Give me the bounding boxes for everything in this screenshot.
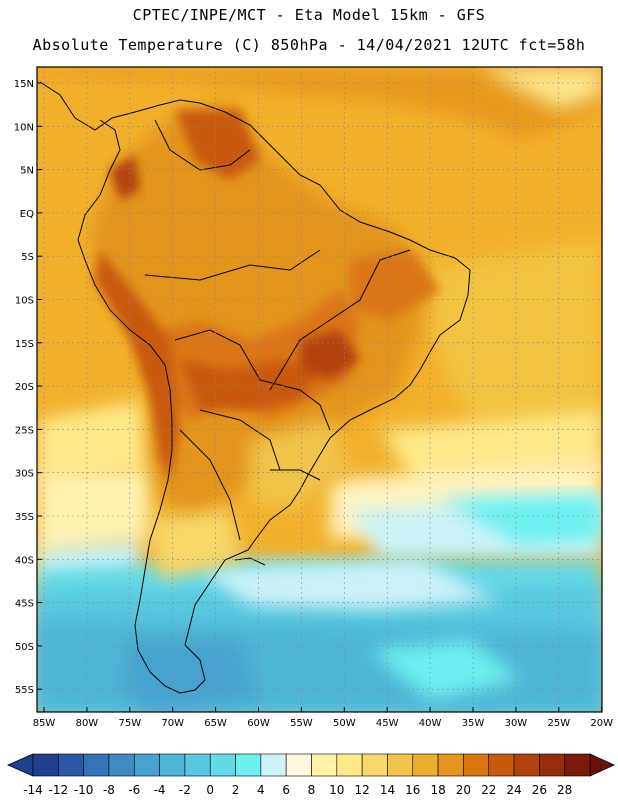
colorbar-swatch [513,753,540,777]
colorbar-swatch [32,753,59,777]
lat-label: 5S [21,252,34,263]
colorbar-min-arrow [7,753,34,777]
colorbar-swatch [184,753,211,777]
lon-label: 30W [505,718,528,729]
colorbar-swatch [311,753,338,777]
lat-label: 40S [15,555,34,566]
colorbar-swatch [361,753,388,777]
colorbar-label: 4 [257,783,265,797]
longitude-labels: 85W 80W 75W 70W 65W 60W 55W 50W 45W 40W 35W 30W 25W 2… [33,707,613,729]
colorbar-label: 0 [206,783,214,797]
title-line-1: CPTEC/INPE/MCT - Eta Model 15km - GFS [132,6,486,24]
colorbar-swatch [58,753,84,777]
colorbar-label: 12 [354,783,369,797]
lat-label: 5N [20,166,34,177]
colorbar-swatch [285,753,312,777]
colorbar-label: 14 [380,783,395,797]
lon-label: 85W [33,718,56,729]
lon-label: 40W [419,718,442,729]
colorbar-label: -14 [23,783,43,797]
colorbar-swatch [539,753,565,777]
lon-label: 45W [376,718,399,729]
lat-label: 35S [15,512,34,523]
colorbar-swatch [336,753,363,777]
latitude-labels: 15N 10N 5N EQ 5S 10S 15S 20S 25S 30S 35S 40S 45S 50S 5… [14,79,42,696]
colorbar-swatch [133,753,160,777]
lon-label: 75W [118,718,141,729]
colorbar-label: -12 [49,783,69,797]
colorbar-swatch [488,753,515,777]
lat-label: 55S [15,685,34,696]
colorbar-swatch [260,753,287,777]
colorbar-swatch [83,753,110,777]
coastline [39,81,471,694]
colorbar-label: -6 [128,783,140,797]
lat-label: 10N [14,122,34,133]
lat-label: EQ [20,209,34,220]
lat-label: 10S [15,296,34,307]
colorbar-label: 6 [282,783,290,797]
colorbar-label: 10 [329,783,344,797]
colorbar-label: 8 [308,783,316,797]
lat-label: 15N [14,79,34,90]
colorbar-label: 22 [481,783,496,797]
colorbar: -14 -12 -10 -8 -6 -4 -2 0 2 4 6 8 10 12 14 16 18 20 22 24 26… [7,753,615,797]
lon-label: 50W [333,718,356,729]
colorbar-swatch [564,753,591,777]
lon-label: 35W [462,718,485,729]
colorbar-label: -10 [74,783,94,797]
graticule [37,67,603,712]
colorbar-swatch [108,753,135,777]
lon-label: 20W [590,718,613,729]
lat-label: 25S [15,425,34,436]
colorbar-label: 26 [532,783,547,797]
colorbar-swatch [412,753,439,777]
temperature-field [37,67,602,712]
colorbar-label: 2 [232,783,240,797]
lat-label: 20S [15,382,34,393]
colorbar-label: -8 [103,783,115,797]
colorbar-swatch [235,753,262,777]
lon-label: 80W [76,718,99,729]
map-frame [36,66,603,713]
colorbar-label: -4 [154,783,166,797]
colorbar-swatch [209,753,236,777]
lat-label: 45S [15,599,34,610]
colorbar-swatch [437,753,464,777]
lon-label: 25W [547,718,570,729]
lon-label: 60W [247,718,270,729]
title-line-2: Absolute Temperature (C) 850hPa - 14/04/… [32,36,586,54]
colorbar-label: -2 [179,783,191,797]
colorbar-swatch [463,753,490,777]
lon-label: 55W [290,718,313,729]
lon-label: 70W [161,718,184,729]
colorbar-label: 24 [506,783,521,797]
colorbar-max-arrow [589,753,615,777]
lon-label: 65W [204,718,227,729]
colorbar-label: 16 [405,783,420,797]
colorbar-label: 20 [456,783,471,797]
lat-label: 50S [15,642,34,653]
colorbar-label: 28 [557,783,572,797]
lat-label: 15S [15,339,34,350]
colorbar-swatch [159,753,186,777]
colorbar-swatch [387,753,414,777]
lat-label: 30S [15,469,34,480]
colorbar-label: 18 [430,783,445,797]
